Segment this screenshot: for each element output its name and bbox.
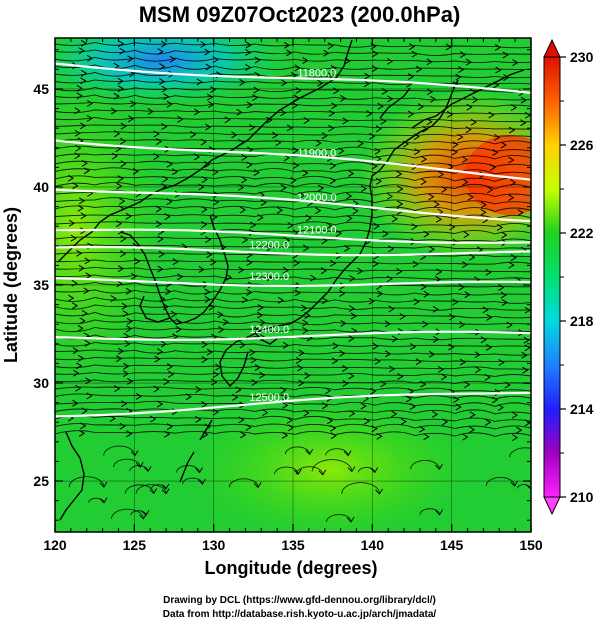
colorbar-tick-label: 210 <box>570 489 594 505</box>
contour-line <box>55 277 531 287</box>
contour-label: 12000.0 <box>297 192 337 204</box>
contour-label: 12200.0 <box>249 239 289 251</box>
wind-streamlines <box>55 39 531 523</box>
x-tick-label: 125 <box>123 537 147 553</box>
x-axis-label: Longitude (degrees) <box>204 558 377 578</box>
coastlines <box>57 39 525 521</box>
x-tick-label: 150 <box>519 537 543 553</box>
contour-line <box>55 139 531 181</box>
contour-line <box>55 188 531 223</box>
y-axis-label: Latitude (degrees) <box>1 207 21 363</box>
contour-label: 12100.0 <box>297 225 337 237</box>
colorbar-lower-arrow <box>543 496 561 516</box>
credit-dcl: Drawing by DCL (https://www.gfd-dennou.o… <box>163 595 436 606</box>
colorbar: 230 226 222 218 214 210 <box>543 38 594 516</box>
x-tick-label: 140 <box>361 537 385 553</box>
colorbar-upper-arrow <box>543 38 561 58</box>
contour-line <box>55 62 531 94</box>
contour-line <box>55 330 531 341</box>
contour-line <box>55 246 531 257</box>
contour-label: 12300.0 <box>249 271 289 283</box>
colorbar-scale <box>543 56 561 498</box>
y-tick-label: 30 <box>33 375 49 391</box>
contour-label: 11900.0 <box>297 148 336 160</box>
contour-line <box>55 228 531 244</box>
plot-area: 11800.0 11900.0 12000.0 12100.0 12200.0 12300… <box>55 38 531 532</box>
x-tick-label: 120 <box>43 537 67 553</box>
contour-label: 12400.0 <box>249 324 289 336</box>
contour-line <box>55 391 531 418</box>
colorbar-tick-label: 222 <box>570 225 594 241</box>
colorbar-tick-label: 226 <box>570 137 594 153</box>
y-tick-label: 25 <box>33 473 49 489</box>
y-axis-ticks: 25 30 35 40 45 <box>33 49 531 521</box>
contour-label: 11800.0 <box>297 68 336 80</box>
y-tick-label: 45 <box>33 81 49 97</box>
height-contours: 11800.0 11900.0 12000.0 12100.0 12200.0 12300… <box>55 62 531 418</box>
x-tick-label: 145 <box>440 537 464 553</box>
colorbar-tick-label: 214 <box>570 401 594 417</box>
x-axis-ticks: 120 125 130 135 140 145 150 <box>43 38 543 553</box>
y-tick-label: 40 <box>33 179 49 195</box>
colorbar-tick-label: 230 <box>570 49 594 65</box>
map-title: MSM 09Z07Oct2023 (200.0hPa) <box>138 2 461 27</box>
x-tick-label: 135 <box>281 537 305 553</box>
x-tick-label: 130 <box>202 537 226 553</box>
cold-anomaly <box>55 38 290 105</box>
colorbar-tick-label: 218 <box>570 313 594 329</box>
y-tick-label: 35 <box>33 277 49 293</box>
credit-data-source: Data from http://database.rish.kyoto-u.a… <box>162 609 437 620</box>
contour-label: 12500.0 <box>249 392 289 404</box>
